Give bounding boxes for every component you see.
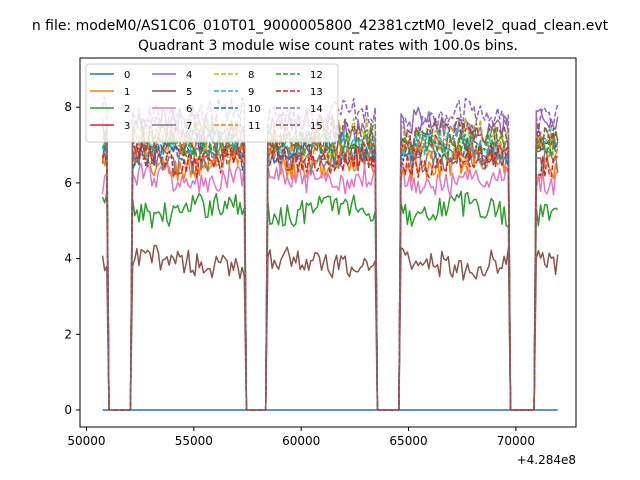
x-tick-label: 50000: [67, 434, 105, 448]
legend-label-6: 6: [186, 104, 192, 115]
axis-ticks: 50000 55000 60000 65000 70000 0 2 4 6 8: [64, 100, 535, 448]
legend-label-3: 3: [124, 121, 130, 132]
series-line-6: [101, 162, 558, 411]
legend-label-9: 9: [248, 87, 254, 98]
x-tick-label: 65000: [389, 434, 427, 448]
y-tick-label: 2: [64, 327, 72, 341]
legend-label-14: 14: [310, 104, 323, 115]
legend-label-12: 12: [310, 70, 323, 81]
legend-label-13: 13: [310, 87, 323, 98]
x-tick-label: 55000: [175, 434, 213, 448]
legend-label-4: 4: [186, 70, 192, 81]
legend-label-8: 8: [248, 70, 254, 81]
y-tick-label: 0: [64, 403, 72, 417]
legend-label-2: 2: [124, 104, 130, 115]
series-line-5: [101, 244, 559, 411]
x-tick-label: 60000: [282, 434, 320, 448]
series-line-13: [101, 141, 558, 411]
y-tick-label: 4: [64, 252, 72, 266]
x-offset-label: +4.284e8: [517, 453, 576, 467]
legend-label-15: 15: [310, 121, 323, 132]
plot-frame: [79, 57, 577, 428]
legend-label-5: 5: [186, 87, 192, 98]
figure-suptitle: n file: modeM0/AS1C06_010T01_9000005800_…: [32, 18, 609, 34]
series-line-2: [101, 190, 559, 411]
legend-label-0: 0: [124, 70, 130, 81]
legend-label-1: 1: [124, 87, 130, 98]
y-tick-label: 8: [64, 100, 72, 114]
legend-frame: [85, 63, 339, 143]
legend-label-10: 10: [248, 104, 261, 115]
x-tick-label: 70000: [497, 434, 535, 448]
legend-label-7: 7: [186, 121, 192, 132]
legend-label-11: 11: [248, 121, 261, 132]
chart-title: Quadrant 3 module wise count rates with …: [138, 38, 518, 54]
y-tick-label: 6: [64, 176, 72, 190]
